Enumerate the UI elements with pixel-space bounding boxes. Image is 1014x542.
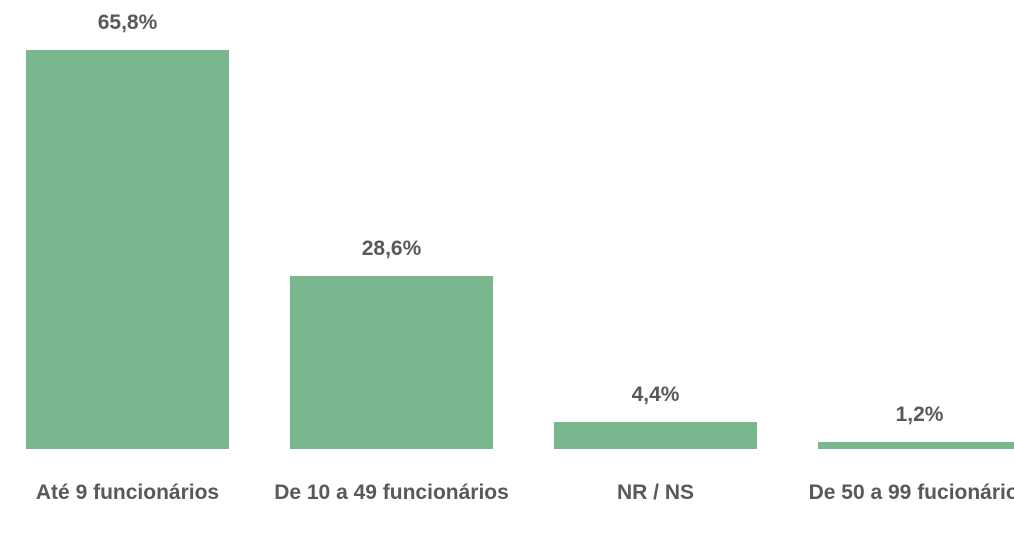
- value-label: 28,6%: [361, 236, 422, 260]
- category-label: NR / NS: [616, 481, 694, 504]
- value-label: 65,8%: [97, 11, 158, 34]
- category-label: De 50 a 99 fucionários: [808, 481, 1014, 504]
- bar: [290, 275, 493, 449]
- category-label: Até 9 funcionários: [35, 481, 220, 504]
- value-label: 1,2%: [895, 402, 944, 426]
- bar: [818, 441, 1014, 449]
- category-label: De 10 a 49 funcionários: [274, 481, 509, 504]
- bar: [554, 422, 757, 449]
- value-label: 4,4%: [631, 383, 680, 407]
- bar: [26, 50, 229, 449]
